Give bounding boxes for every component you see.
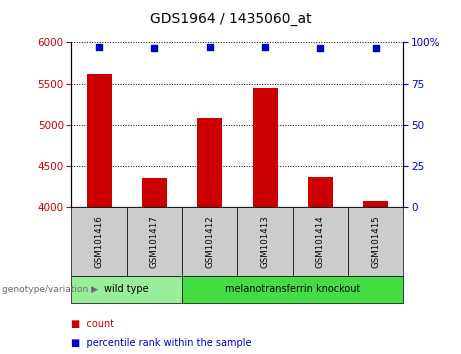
Text: GSM101414: GSM101414 <box>316 215 325 268</box>
Text: wild type: wild type <box>105 284 149 295</box>
Bar <box>308 177 333 207</box>
Text: genotype/variation ▶: genotype/variation ▶ <box>2 285 98 294</box>
Bar <box>253 88 278 207</box>
Text: GSM101417: GSM101417 <box>150 215 159 268</box>
Point <box>206 44 213 50</box>
Text: GSM101413: GSM101413 <box>260 215 270 268</box>
Text: ■  count: ■ count <box>71 319 115 329</box>
Bar <box>142 178 167 207</box>
Point <box>372 45 379 51</box>
Point <box>261 44 269 50</box>
Bar <box>197 118 222 207</box>
Point <box>95 44 103 50</box>
Text: GSM101412: GSM101412 <box>205 215 214 268</box>
Point <box>151 45 158 51</box>
Point <box>317 45 324 51</box>
Text: melanotransferrin knockout: melanotransferrin knockout <box>225 284 361 295</box>
Text: GSM101415: GSM101415 <box>371 215 380 268</box>
Bar <box>87 74 112 207</box>
Text: ■  percentile rank within the sample: ■ percentile rank within the sample <box>71 338 252 348</box>
Text: GDS1964 / 1435060_at: GDS1964 / 1435060_at <box>150 12 311 27</box>
Bar <box>363 200 388 207</box>
Text: GSM101416: GSM101416 <box>95 215 104 268</box>
